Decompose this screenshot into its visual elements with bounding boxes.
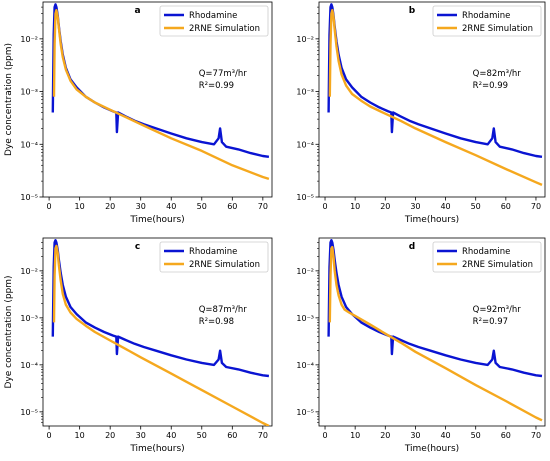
y-tick-label: 10⁻² [20, 267, 38, 276]
x-tick-label: 20 [105, 431, 115, 440]
x-tick-label: 50 [471, 202, 481, 211]
x-tick-label: 10 [75, 431, 85, 440]
x-tick-label: 40 [166, 202, 176, 211]
chart-panel-c: 0 10 20 30 40 50 60 70 10⁻⁵ 10⁻⁴ 10⁻³ 10⁻² Time(hour… [4, 237, 273, 454]
x-tick-label: 20 [380, 202, 390, 211]
legend-label: Rhodamine [462, 11, 510, 21]
y-tick-label: 10⁻⁴ [20, 361, 38, 370]
y-tick-label: 10⁻⁵ [20, 193, 38, 202]
x-tick-label: 50 [471, 431, 481, 440]
legend-label: Rhodamine [189, 11, 237, 21]
x-tick-label: 10 [75, 202, 85, 211]
y-tick-label: 10⁻⁵ [20, 408, 38, 417]
y-tick-label: 10⁻⁴ [296, 361, 314, 370]
x-tick-label: 10 [350, 202, 360, 211]
y-tick-label: 10⁻⁵ [296, 193, 314, 202]
series-group [51, 3, 270, 181]
x-tick-label: 0 [47, 431, 52, 440]
x-tick-label: 60 [227, 431, 237, 440]
legend-label: 2RNE Simulation [189, 260, 260, 270]
x-tick-label: 20 [105, 202, 115, 211]
x-tick-label: 70 [258, 202, 268, 211]
legend-label: Rhodamine [189, 247, 237, 257]
x-tick-label: 30 [136, 431, 146, 440]
legend-label: 2RNE Simulation [462, 260, 533, 270]
chart-panel-d: 0 10 20 30 40 50 60 70 10⁻⁵ 10⁻⁴ 10⁻³ 10⁻² Time(hour… [296, 237, 546, 454]
y-tick-label: 10⁻⁴ [296, 140, 314, 149]
x-tick-label: 30 [410, 202, 420, 211]
chart-panel-a: 0 10 20 30 40 50 60 70 10⁻⁵ 10⁻⁴ 10⁻³ 10⁻² Time(hour… [4, 1, 273, 225]
y-tick-label: 10⁻⁵ [296, 408, 314, 417]
panel-label: d [409, 242, 415, 252]
r-squared-annotation: R²=0.98 [199, 317, 234, 327]
legend: Rhodamine 2RNE Simulation [159, 5, 269, 37]
series-line-2rne-simulation [328, 8, 543, 187]
legend-label: 2RNE Simulation [189, 24, 260, 34]
x-tick-label: 50 [197, 431, 207, 440]
y-tick-label: 10⁻³ [20, 314, 38, 323]
legend: Rhodamine 2RNE Simulation [432, 5, 542, 37]
x-tick-label: 30 [136, 202, 146, 211]
legend: Rhodamine 2RNE Simulation [432, 241, 542, 273]
series-line-2rne-simulation [328, 245, 543, 422]
y-axis-label: Dye concentration (ppm) [4, 275, 14, 388]
y-axis-label: Dye concentration (ppm) [4, 43, 14, 156]
x-tick-label: 60 [501, 431, 511, 440]
chart-panel-b: 0 10 20 30 40 50 60 70 10⁻⁵ 10⁻⁴ 10⁻³ 10⁻² Time(hour… [296, 1, 546, 225]
series-line-2rne-simulation [52, 244, 270, 426]
x-axis-label: Time(hours) [404, 444, 459, 454]
flow-rate-annotation: Q=92m³/hr [473, 305, 522, 315]
legend-box [159, 5, 269, 37]
y-tick-label: 10⁻³ [296, 88, 314, 97]
legend: Rhodamine 2RNE Simulation [159, 241, 269, 273]
x-tick-label: 50 [197, 202, 207, 211]
r-squared-annotation: R²=0.99 [473, 81, 508, 91]
x-tick-label: 70 [531, 202, 541, 211]
panel-label: b [409, 6, 416, 16]
x-tick-label: 70 [531, 431, 541, 440]
y-tick-label: 10⁻³ [296, 314, 314, 323]
legend-box [432, 241, 542, 273]
y-tick-label: 10⁻² [296, 35, 314, 44]
series-group [327, 238, 543, 422]
y-tick-label: 10⁻³ [20, 88, 38, 97]
r-squared-annotation: R²=0.97 [473, 317, 508, 327]
series-group [327, 3, 543, 187]
panel-label: a [134, 6, 140, 16]
legend-box [432, 5, 542, 37]
x-tick-label: 0 [47, 202, 52, 211]
flow-rate-annotation: Q=87m³/hr [199, 305, 248, 315]
legend-box [159, 241, 269, 273]
y-tick-label: 10⁻⁴ [20, 140, 38, 149]
series-group [51, 238, 270, 426]
x-tick-label: 40 [440, 431, 450, 440]
x-tick-label: 60 [501, 202, 511, 211]
x-tick-label: 60 [227, 202, 237, 211]
x-tick-label: 40 [166, 431, 176, 440]
flow-rate-annotation: Q=77m³/hr [199, 69, 248, 79]
x-tick-label: 70 [258, 431, 268, 440]
y-tick-label: 10⁻² [20, 35, 38, 44]
flow-rate-annotation: Q=82m³/hr [473, 69, 522, 79]
r-squared-annotation: R²=0.99 [199, 81, 234, 91]
x-axis-label: Time(hours) [129, 444, 184, 454]
legend-label: 2RNE Simulation [462, 24, 533, 34]
y-tick-label: 10⁻² [296, 267, 314, 276]
x-tick-label: 40 [440, 202, 450, 211]
x-tick-label: 0 [322, 431, 327, 440]
series-line-2rne-simulation [52, 8, 270, 181]
x-axis-label: Time(hours) [129, 215, 184, 225]
legend-label: Rhodamine [462, 247, 510, 257]
x-tick-label: 30 [410, 431, 420, 440]
panel-label: c [135, 242, 140, 252]
x-tick-label: 0 [322, 202, 327, 211]
x-tick-label: 10 [350, 431, 360, 440]
x-axis-label: Time(hours) [404, 215, 459, 225]
x-tick-label: 20 [380, 431, 390, 440]
